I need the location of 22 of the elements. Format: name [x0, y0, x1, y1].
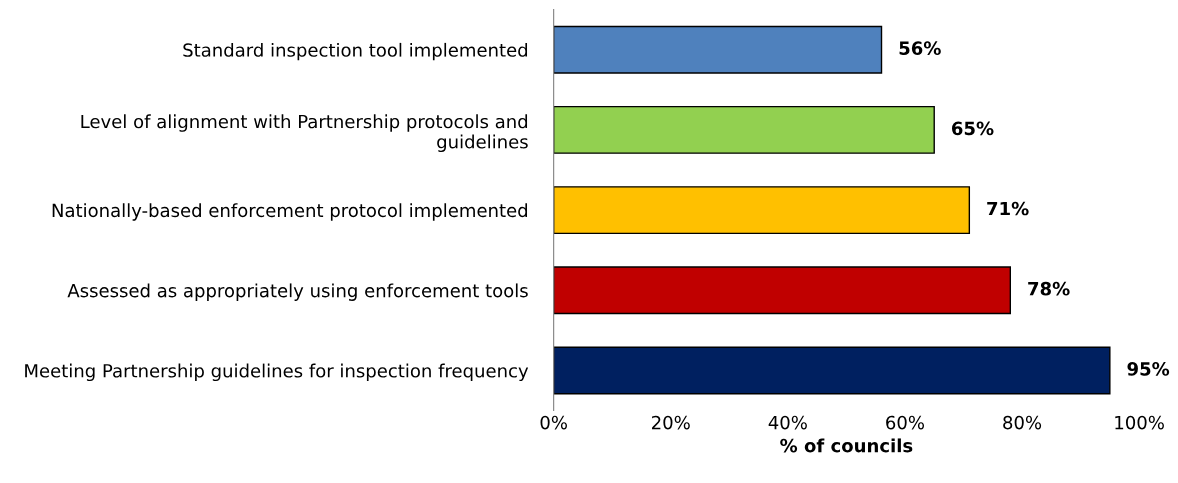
bar — [553, 346, 1111, 395]
bar — [553, 25, 883, 74]
bar — [553, 266, 1012, 315]
data-label: 56% — [899, 41, 941, 55]
bar — [553, 186, 971, 235]
x-tick-label: 0% — [540, 415, 567, 430]
x-tick-label: 80% — [1003, 415, 1042, 430]
bar — [553, 105, 935, 154]
y-tick-label: Assessed as appropriately using enforcement tools — [67, 283, 528, 301]
x-axis-title: % of councils — [780, 438, 913, 453]
x-tick-label: 40% — [768, 415, 807, 430]
x-tick-label: 60% — [886, 415, 925, 430]
x-tick-label: 100% — [1115, 415, 1164, 430]
data-label: 65% — [952, 121, 994, 136]
data-label: 95% — [1127, 362, 1170, 376]
y-tick-label: Standard inspection tool implemented — [183, 42, 528, 61]
x-tick-label: 20% — [652, 415, 690, 430]
y-tick-label: Nationally-based enforcement protocol implemented — [52, 203, 528, 221]
data-label: 71% — [987, 201, 1029, 216]
y-tick-label: Meeting Partnership guidelines for inspection frequency — [25, 363, 529, 382]
data-label: 78% — [1028, 281, 1070, 296]
y-tick-label: Level of alignment with Partnership protocols and guidelines — [81, 114, 528, 153]
